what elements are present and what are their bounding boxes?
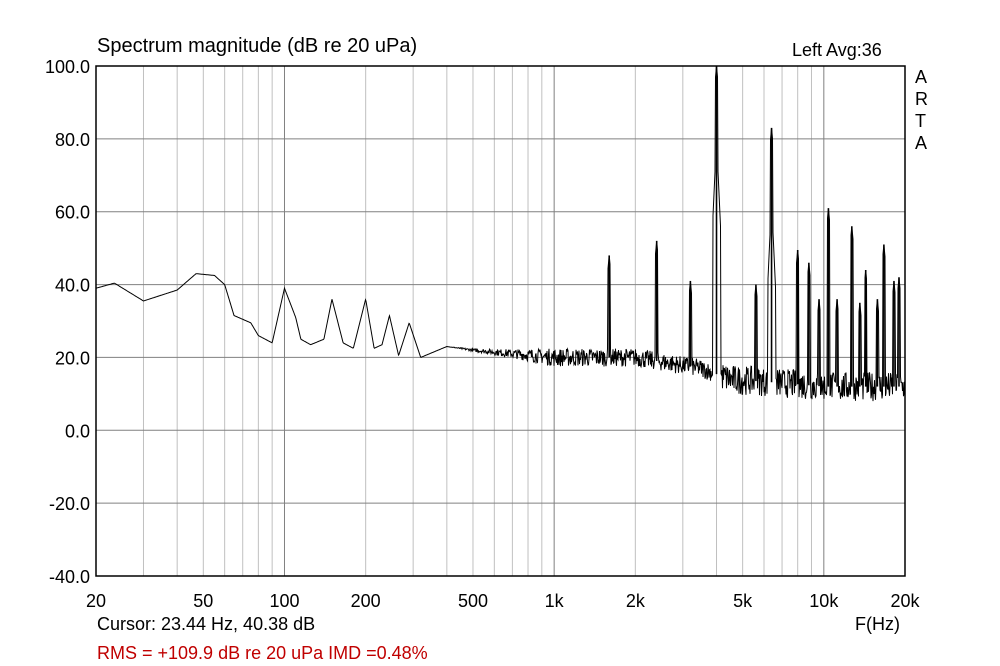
x-tick-label: 200 — [351, 591, 381, 611]
x-tick-label: 1k — [545, 591, 565, 611]
x-tick-label: 20k — [890, 591, 920, 611]
x-axis-label: F(Hz) — [855, 614, 900, 634]
cursor-readout: Cursor: 23.44 Hz, 40.38 dB — [97, 614, 316, 634]
y-tick-label: -40.0 — [49, 567, 90, 587]
x-tick-label: 100 — [269, 591, 299, 611]
y-tick-label: 40.0 — [55, 276, 90, 296]
y-tick-label: 20.0 — [55, 348, 90, 368]
rms-imd-readout: RMS = +109.9 dB re 20 uPa IMD =0.48% — [97, 643, 428, 663]
x-tick-label: 500 — [458, 591, 488, 611]
x-tick-label: 10k — [809, 591, 839, 611]
x-tick-label: 50 — [193, 591, 213, 611]
spectrum-trace — [95, 66, 906, 402]
plot-frame — [95, 65, 906, 577]
y-tick-label: -20.0 — [49, 494, 90, 514]
arta-watermark-letter: A — [915, 133, 927, 153]
chart-title: Spectrum magnitude (dB re 20 uPa) — [97, 35, 418, 57]
y-tick-label: 80.0 — [55, 130, 90, 150]
y-tick-label: 60.0 — [55, 203, 90, 223]
y-tick-label: 0.0 — [65, 421, 90, 441]
x-tick-label: 20 — [86, 591, 106, 611]
arta-watermark-letter: T — [915, 111, 926, 131]
y-tick-label: 100.0 — [45, 57, 90, 77]
channel-average-label: Left Avg:36 — [792, 40, 882, 60]
arta-watermark-letter: A — [915, 67, 927, 87]
x-tick-label: 2k — [626, 591, 646, 611]
x-tick-label: 5k — [733, 591, 753, 611]
arta-watermark-letter: R — [915, 89, 928, 109]
